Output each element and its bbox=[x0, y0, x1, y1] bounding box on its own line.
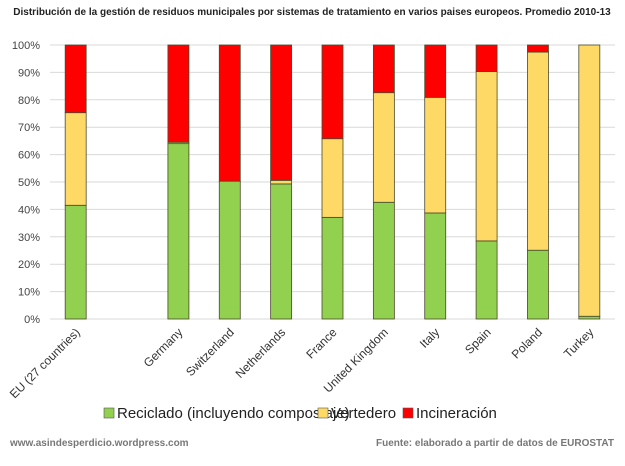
bar-segment-vertedero bbox=[424, 96, 447, 214]
legend-swatch bbox=[317, 407, 329, 419]
legend-label: Incineración bbox=[416, 405, 497, 422]
bar-segment-reciclado bbox=[64, 204, 87, 320]
legend-swatch bbox=[402, 407, 414, 419]
y-tick-label: 80% bbox=[18, 95, 40, 107]
bar-segment-incineracion bbox=[167, 44, 190, 143]
x-category-label: Italy bbox=[417, 325, 442, 350]
bar-segment-vertedero bbox=[64, 112, 87, 206]
bar-segment-reciclado bbox=[218, 180, 241, 320]
y-tick-label: 60% bbox=[18, 150, 40, 162]
x-category-label: Netherlands bbox=[233, 325, 289, 381]
y-tick-label: 0% bbox=[24, 314, 40, 326]
bar-segment-vertedero bbox=[372, 92, 395, 203]
x-category-label: France bbox=[303, 325, 340, 362]
x-category-label: Poland bbox=[509, 325, 545, 361]
x-category-label: Switzerland bbox=[183, 325, 237, 379]
y-tick-label: 30% bbox=[18, 232, 40, 244]
bar-segment-incineracion bbox=[527, 44, 549, 53]
bar-segment-reciclado bbox=[424, 212, 447, 320]
bar-segment-reciclado bbox=[270, 183, 293, 320]
legend-label: Reciclado (incluyendo compostaje) bbox=[117, 405, 350, 422]
bar-segment-incineracion bbox=[218, 44, 241, 182]
bar-segment-incineracion bbox=[64, 44, 87, 114]
x-category-label: Turkey bbox=[561, 325, 597, 361]
chart-title: Distribución de la gestión de residuos m… bbox=[13, 7, 611, 18]
bar-segment-reciclado bbox=[475, 240, 498, 320]
bar-segment-vertedero bbox=[321, 138, 344, 218]
x-category-label: Germany bbox=[141, 325, 186, 370]
y-tick-label: 40% bbox=[18, 204, 40, 216]
bar-segment-incineracion bbox=[424, 44, 447, 98]
bar-segment-vertedero bbox=[527, 51, 549, 251]
y-tick-label: 90% bbox=[18, 67, 40, 79]
y-tick-label: 100% bbox=[12, 40, 40, 52]
bar-segment-reciclado bbox=[372, 201, 395, 320]
x-category-label: EU (27 countries) bbox=[7, 325, 83, 401]
bar-segment-vertedero bbox=[578, 44, 601, 317]
legend-label: Vertedero bbox=[331, 405, 396, 422]
bar-segment-vertedero bbox=[475, 71, 498, 242]
x-category-label: Spain bbox=[462, 325, 494, 357]
bar-segment-incineracion bbox=[475, 44, 498, 72]
bar-segment-incineracion bbox=[270, 44, 293, 181]
bar-segment-reciclado bbox=[578, 315, 601, 320]
footer-website: www.asindesperdicio.wordpress.com bbox=[9, 438, 189, 449]
bar-segment-incineracion bbox=[321, 44, 344, 140]
bar-segment-reciclado bbox=[321, 216, 344, 320]
bar-segment-reciclado bbox=[527, 249, 549, 320]
bar-segment-reciclado bbox=[167, 143, 190, 320]
y-tick-label: 20% bbox=[18, 259, 40, 271]
y-tick-label: 50% bbox=[18, 177, 40, 189]
legend-swatch bbox=[103, 407, 115, 419]
y-tick-label: 10% bbox=[18, 287, 40, 299]
footer-source: Fuente: elaborado a partir de datos de E… bbox=[376, 438, 614, 449]
bar-segment-incineracion bbox=[372, 44, 395, 94]
bar-segment-vertedero bbox=[270, 179, 293, 185]
y-tick-label: 70% bbox=[18, 122, 40, 134]
